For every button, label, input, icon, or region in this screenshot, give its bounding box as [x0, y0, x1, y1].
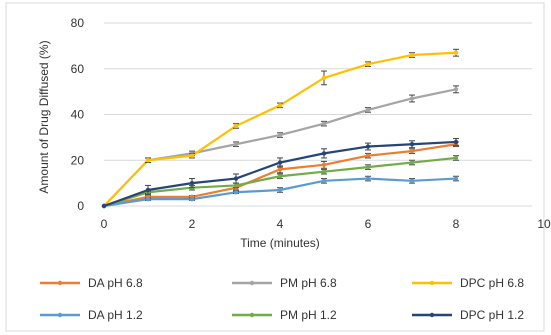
data-point: [233, 142, 239, 147]
legend-marker: [249, 312, 255, 318]
data-point: [233, 183, 239, 188]
data-point: [145, 187, 151, 193]
data-point: [365, 164, 371, 170]
x-tick-label: 2: [189, 217, 196, 231]
legend-marker: [249, 280, 255, 286]
data-point: [321, 162, 327, 168]
legend-label: PM pH 6.8: [280, 276, 337, 290]
grid: [104, 22, 532, 207]
y-tick-label: 0: [77, 199, 84, 213]
data-point: [233, 123, 239, 129]
data-point: [365, 61, 371, 67]
legend-item: DPC pH 1.2: [412, 308, 524, 322]
x-axis-title: Time (minutes): [240, 236, 320, 250]
legend-marker: [57, 312, 63, 318]
data-point: [233, 176, 239, 181]
legend-label: PM pH 1.2: [280, 308, 337, 322]
legend-item: PM pH 6.8: [232, 276, 337, 290]
legend-item: PM pH 1.2: [232, 308, 337, 322]
data-point: [453, 50, 459, 55]
x-tick-label: 0: [101, 217, 108, 231]
series-5: [101, 138, 459, 209]
data-point: [321, 75, 327, 81]
data-point: [145, 196, 151, 202]
data-point: [321, 121, 327, 126]
data-point: [145, 158, 151, 163]
data-point: [409, 160, 415, 165]
data-point: [409, 96, 415, 101]
data-point: [277, 174, 283, 179]
x-tick-label: 10: [537, 217, 551, 231]
legend-label: DA pH 6.8: [88, 276, 143, 290]
data-point: [277, 187, 283, 193]
data-point: [453, 155, 459, 161]
x-tick-label: 4: [277, 217, 284, 231]
data-point: [321, 178, 327, 184]
legend-marker: [57, 280, 63, 286]
x-axis: 0 2 4 6 8 10: [101, 217, 551, 231]
legend-item: DPC pH 6.8: [412, 276, 524, 290]
chart-area: [5, 2, 545, 332]
data-point: [277, 132, 283, 138]
legend-label: DPC pH 6.8: [460, 276, 524, 290]
data-point: [321, 151, 327, 156]
series-4: [101, 155, 459, 209]
data-point: [365, 153, 371, 158]
data-point: [365, 144, 371, 149]
data-point: [277, 167, 283, 172]
y-tick-label: 20: [71, 153, 85, 167]
data-point: [409, 52, 415, 58]
series-layer: [101, 48, 459, 209]
x-tick-label: 8: [453, 217, 460, 231]
data-point: [453, 139, 459, 145]
data-point: [277, 160, 283, 165]
data-point: [365, 107, 371, 113]
y-axis-title: Amount of Drug Diffused (%): [37, 40, 51, 193]
data-point: [233, 190, 239, 195]
data-point: [365, 176, 371, 181]
data-point: [189, 180, 195, 186]
x-tick-label: 6: [365, 217, 372, 231]
legend-marker: [429, 312, 435, 318]
legend-marker: [429, 280, 435, 286]
data-point: [189, 153, 195, 158]
data-point: [409, 148, 415, 154]
data-point: [189, 196, 195, 202]
y-tick-label: 60: [71, 62, 85, 76]
legend-item: DA pH 1.2: [40, 308, 143, 322]
data-point: [321, 169, 327, 174]
y-axis: 0 20 40 60 80: [71, 16, 85, 213]
legend-label: DA pH 1.2: [88, 308, 143, 322]
data-point: [409, 142, 415, 147]
data-point: [101, 203, 107, 209]
data-point: [409, 178, 415, 184]
data-point: [277, 103, 283, 108]
data-point: [453, 176, 459, 181]
legend-label: DPC pH 1.2: [460, 308, 524, 322]
legend: DA pH 6.8 PM pH 6.8 DPC pH 6.8 DA pH 1.2 PM …: [40, 276, 524, 322]
y-tick-label: 80: [71, 16, 85, 30]
legend-item: DA pH 6.8: [40, 276, 143, 290]
data-point: [453, 87, 459, 92]
series-2: [101, 48, 459, 209]
y-tick-label: 40: [71, 108, 85, 122]
